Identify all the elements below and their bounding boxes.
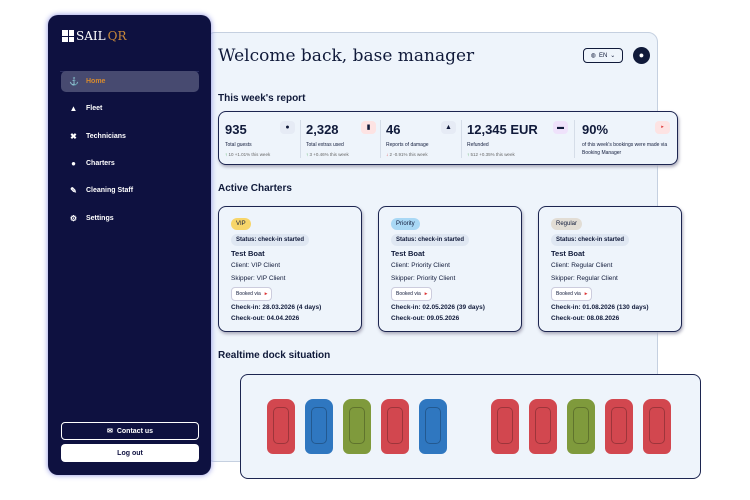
charter-card[interactable]: Priority Status: check-in started Test Boa… — [378, 206, 522, 332]
boat-green[interactable] — [567, 399, 595, 454]
wallet-icon: ▬ — [553, 121, 568, 134]
weekly-report-card: 935 ● Total guests ↑ 10 +1.01% this week 2,3… — [218, 111, 678, 165]
booking-manager-logo-icon: ▸ — [424, 291, 428, 297]
avatar[interactable]: ● — [633, 47, 650, 64]
booked-via-badge: Booked via ▸ — [231, 287, 273, 301]
gear-icon: ⚙ — [69, 213, 78, 223]
status-badge: Status: check-in started — [391, 234, 470, 246]
divider — [380, 120, 381, 158]
arrow-down-icon: ↓ — [386, 152, 389, 157]
divider — [300, 120, 301, 158]
tools-icon: ✖ — [70, 131, 77, 141]
sailboat-icon: ▲ — [69, 104, 78, 114]
sidebar-item-settings[interactable]: ⚙ Settings — [69, 213, 114, 223]
globe-icon: ◍ — [590, 53, 596, 59]
stat-0: 935 ● Total guests ↑ 10 +1.01% this week — [225, 118, 300, 160]
tier-badge: VIP — [231, 218, 251, 230]
boat-blue[interactable] — [305, 399, 333, 454]
people-icon: ● — [280, 121, 295, 134]
status-badge: Status: check-in started — [551, 234, 630, 246]
chat-icon: ✉ — [106, 428, 113, 435]
boat-blue[interactable] — [419, 399, 447, 454]
arrow-up-icon: ↑ — [225, 152, 228, 157]
boat-red[interactable] — [381, 399, 409, 454]
sidebar-item-technicians[interactable]: ✖ Technicians — [70, 131, 126, 141]
sidebar-item-fleet[interactable]: ▲ Fleet — [69, 104, 103, 114]
boat-red[interactable] — [529, 399, 557, 454]
stat-2: 46 ▲ Reports of damage ↓ 2 -0.91% this week — [386, 118, 461, 160]
warning-icon: ▲ — [441, 121, 456, 134]
divider — [461, 120, 462, 158]
booking-manager-logo-icon: ▸ — [584, 291, 588, 297]
logo-icon — [62, 30, 74, 42]
arrow-up-icon: ↑ — [306, 152, 309, 157]
chevron-down-icon: ⌄ — [610, 53, 616, 59]
sidebar-item-charters[interactable]: ● Charters — [61, 153, 199, 174]
logout-button[interactable]: Log out — [61, 444, 199, 462]
sidebar: SAIL QR ⚓ Home ▲ Fleet ✖ Technicians ● Charters ✎… — [48, 15, 211, 475]
arrow-up-icon: ↑ — [467, 152, 470, 157]
booked-via-badge: Booked via ▸ — [551, 287, 593, 301]
boat-red[interactable] — [643, 399, 671, 454]
stat-booking-manager: 90% ▸ of this week's bookings were made vi… — [582, 118, 677, 160]
language-select[interactable]: ◍ EN ⌄ — [583, 48, 623, 63]
tier-badge: Regular — [551, 218, 583, 230]
dock-heading: Realtime dock situation — [218, 350, 331, 361]
stat-3: 12,345 EUR ▬ Refunded ↑ 512 +0.35% this wee… — [467, 118, 568, 160]
tier-badge: Priority — [391, 218, 420, 230]
booked-via-badge: Booked via ▸ — [391, 287, 433, 301]
boat-red[interactable] — [491, 399, 519, 454]
logo[interactable]: SAIL QR — [62, 29, 126, 43]
status-badge: Status: check-in started — [231, 234, 310, 246]
brush-icon: ✎ — [70, 186, 77, 196]
charters-heading: Active Charters — [218, 183, 292, 194]
charter-card[interactable]: VIP Status: check-in started Test Boat Clie… — [218, 206, 362, 332]
anchor-icon: ⚓ — [69, 77, 79, 86]
charter-card[interactable]: Regular Status: check-in started Test Boat… — [538, 206, 682, 332]
report-heading: This week's report — [218, 93, 306, 104]
boat-red[interactable] — [605, 399, 633, 454]
page-title: Welcome back, base manager — [218, 46, 475, 66]
stat-1: 2,328 ▮ Total extras used ↑ 3 +0.46% this w… — [306, 118, 381, 160]
globe-icon: ● — [71, 158, 76, 168]
booking-manager-logo-icon: ▸ — [264, 291, 268, 297]
contact-us-button[interactable]: ✉ Contact us — [61, 422, 199, 440]
sidebar-item-home[interactable]: ⚓ Home — [61, 71, 199, 92]
sidebar-item-cleaning-staff[interactable]: ✎ Cleaning Staff — [70, 186, 134, 196]
boat-green[interactable] — [343, 399, 371, 454]
divider — [574, 120, 575, 158]
dock-view — [240, 374, 701, 479]
chart-icon: ▮ — [361, 121, 376, 134]
boat-red[interactable] — [267, 399, 295, 454]
booking-manager-logo-icon: ▸ — [655, 121, 670, 134]
